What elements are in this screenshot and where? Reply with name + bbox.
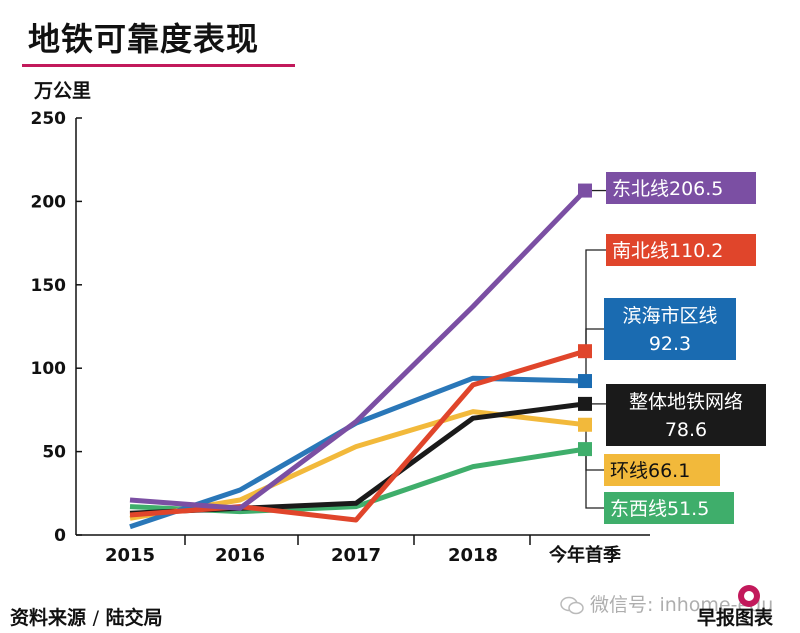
series-data-label: 东西线51.5 bbox=[610, 498, 709, 520]
watermark-text: 微信号: inhome-edu bbox=[590, 594, 774, 616]
title-underline bbox=[22, 64, 295, 67]
source-separator: / bbox=[92, 607, 100, 629]
x-tick-label: 今年首季 bbox=[549, 544, 621, 566]
label-connector bbox=[585, 249, 606, 352]
series-label-box bbox=[604, 454, 720, 486]
series-line bbox=[129, 188, 587, 511]
brand-logo-icon bbox=[738, 585, 760, 607]
y-tick-label: 0 bbox=[54, 526, 66, 546]
series-line bbox=[129, 348, 586, 523]
y-tick-label: 50 bbox=[42, 443, 66, 463]
y-tick-label: 250 bbox=[31, 109, 67, 129]
series-end-marker bbox=[578, 344, 592, 359]
series-data-label: 78.6 bbox=[665, 419, 707, 441]
series-lines bbox=[129, 188, 587, 530]
series-label-box bbox=[606, 384, 766, 446]
series-end-marker bbox=[578, 442, 592, 457]
chart-axes: 0 50 100 150 200 250 2015 2016 2017 2018 今年首季 bbox=[31, 109, 650, 566]
y-tick-label: 200 bbox=[31, 192, 67, 212]
source-credit: 资料来源 / 陆交局 bbox=[10, 603, 163, 630]
x-tick-label: 2018 bbox=[448, 545, 498, 566]
source-label: 资料来源 bbox=[10, 607, 87, 629]
series-label-box bbox=[606, 172, 756, 204]
series-data-label: 东北线206.5 bbox=[612, 178, 723, 200]
x-tick-label: 2016 bbox=[215, 545, 265, 566]
source-name: 陆交局 bbox=[105, 607, 163, 629]
series-data-label: 环线66.1 bbox=[610, 460, 690, 482]
series-end-marker bbox=[578, 374, 592, 389]
series-end-marker bbox=[578, 396, 592, 411]
y-axis-unit-label: 万公里 bbox=[34, 80, 92, 102]
series-markers bbox=[578, 183, 592, 457]
series-data-label: 南北线110.2 bbox=[612, 240, 723, 262]
x-tick-label: 2017 bbox=[331, 545, 381, 566]
y-tick-label: 150 bbox=[31, 276, 67, 296]
brand-credit: 早报图表 bbox=[697, 607, 774, 629]
series-data-label: 整体地铁网络 bbox=[629, 391, 743, 413]
series-end-marker bbox=[578, 183, 592, 198]
x-tick-label: 2015 bbox=[105, 545, 155, 566]
series-label-box bbox=[604, 492, 734, 524]
label-connector bbox=[585, 448, 604, 509]
series-data-label: 滨海市区线 bbox=[622, 305, 717, 327]
chart-title: 地铁可靠度表现 bbox=[28, 20, 260, 58]
series-data-label: 92.3 bbox=[649, 333, 691, 355]
series-labels: 东北线206.5 南北线110.2 滨海市区线 92.3 整体地铁网络 78.6 环线66.… bbox=[604, 172, 766, 524]
series-label-box bbox=[606, 234, 756, 266]
wechat-icon bbox=[560, 596, 584, 616]
series-label-box bbox=[604, 298, 736, 360]
watermark: 微信号: inhome-edu bbox=[560, 590, 773, 617]
series-end-marker bbox=[578, 417, 592, 432]
y-tick-label: 100 bbox=[31, 359, 67, 379]
